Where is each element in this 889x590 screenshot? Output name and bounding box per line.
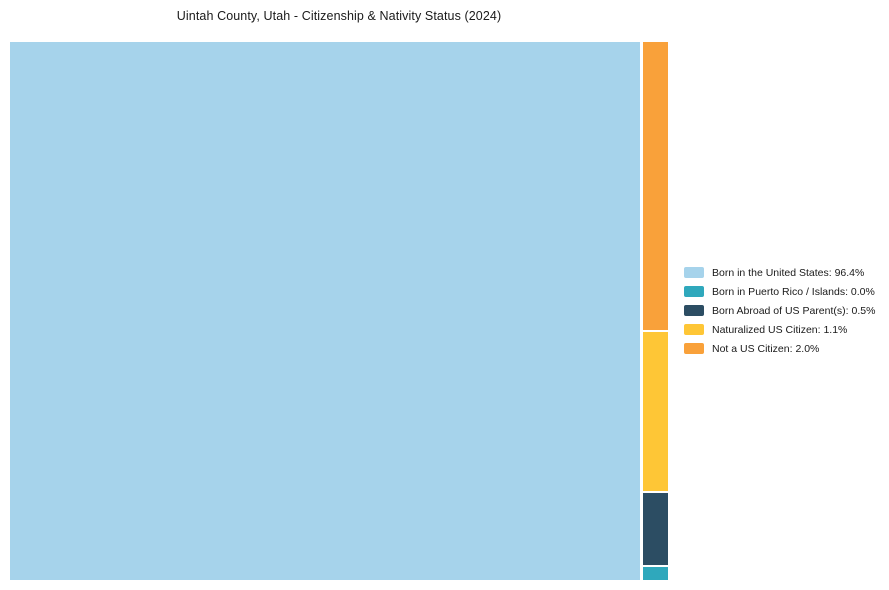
legend-item: Born in the United States: 96.4%	[684, 263, 875, 282]
legend-swatch	[684, 286, 704, 297]
legend-item: Not a US Citizen: 2.0%	[684, 339, 875, 358]
treemap-segment-naturalized-us-citizen	[643, 332, 668, 491]
legend-label: Born Abroad of US Parent(s): 0.5%	[712, 304, 876, 317]
treemap-side-column	[643, 42, 668, 580]
legend-swatch	[684, 305, 704, 316]
legend-label: Born in the United States: 96.4%	[712, 266, 865, 279]
treemap-segment-not-a-us-citizen	[643, 42, 668, 331]
legend-item: Naturalized US Citizen: 1.1%	[684, 320, 875, 339]
treemap-segment-born-abroad-of-us-parent-s	[643, 492, 668, 565]
legend-item: Born Abroad of US Parent(s): 0.5%	[684, 301, 875, 320]
legend-swatch	[684, 267, 704, 278]
legend-label: Born in Puerto Rico / Islands: 0.0%	[712, 285, 875, 298]
legend-swatch	[684, 343, 704, 354]
treemap-chart	[10, 42, 668, 580]
legend-label: Naturalized US Citizen: 1.1%	[712, 323, 848, 336]
treemap-segment-born-in-puerto-rico-islands	[643, 566, 668, 580]
treemap-segment-born-in-the-united-states	[10, 42, 640, 580]
legend-swatch	[684, 324, 704, 335]
legend-label: Not a US Citizen: 2.0%	[712, 342, 820, 355]
legend: Born in the United States: 96.4% Born in …	[684, 263, 875, 358]
chart-title: Uintah County, Utah - Citizenship & Nati…	[176, 9, 502, 23]
legend-item: Born in Puerto Rico / Islands: 0.0%	[684, 282, 875, 301]
